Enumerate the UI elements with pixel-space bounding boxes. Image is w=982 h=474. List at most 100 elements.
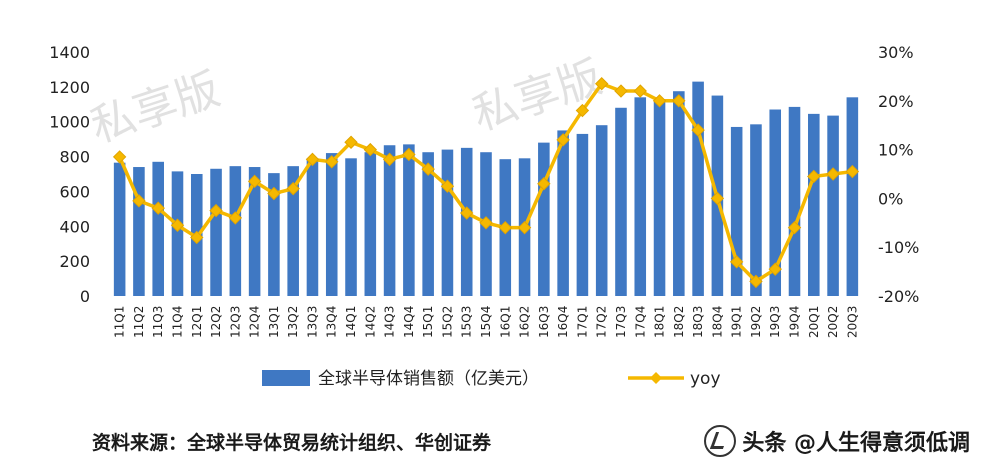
y-right-tick-label: 30%: [878, 43, 914, 62]
yoy-point: [556, 133, 570, 147]
yoy-point: [344, 135, 358, 149]
bar: [808, 113, 820, 296]
brand-logo-icon: [704, 425, 737, 457]
x-tick-label: 19Q4: [788, 306, 802, 338]
x-tick-label: 14Q2: [363, 306, 377, 338]
x-tick-label: 18Q3: [691, 306, 705, 338]
x-tick-label: 14Q1: [344, 306, 358, 338]
yoy-point: [826, 167, 840, 181]
x-tick-label: 11Q2: [132, 306, 146, 338]
x-tick-label: 11Q4: [170, 306, 184, 338]
bar: [692, 81, 704, 296]
y-right-tick-label: -20%: [878, 287, 919, 306]
y-left-tick-label: 600: [59, 182, 90, 201]
x-tick-label: 12Q1: [190, 306, 204, 338]
bar: [846, 97, 859, 296]
x-tick-label: 15Q4: [479, 306, 493, 338]
bar: [248, 167, 261, 296]
yoy-point: [209, 203, 223, 218]
yoy-point: [286, 181, 300, 196]
yoy-point: [749, 274, 763, 289]
bar: [653, 100, 666, 296]
x-tick-label: 20Q3: [845, 306, 859, 338]
bar: [364, 152, 377, 296]
source-note: 资料来源：全球半导体贸易统计组织、华创证券: [92, 432, 492, 454]
yoy-point: [498, 220, 512, 235]
x-tick-label: 20Q2: [826, 306, 840, 338]
x-tick-label: 13Q2: [286, 306, 300, 338]
yoy-point: [151, 201, 165, 215]
brand-text: 头条 @人生得意须低调: [742, 431, 970, 456]
yoy-point: [382, 152, 397, 167]
bar: [133, 167, 145, 296]
x-tick-label: 16Q4: [556, 306, 570, 338]
y-left-tick-label: 1200: [49, 78, 90, 97]
bar: [383, 145, 396, 296]
x-tick-label: 17Q3: [614, 306, 628, 338]
x-tick-label: 16Q2: [518, 306, 532, 338]
y-right-tick-label: 10%: [878, 141, 914, 160]
x-tick-label: 19Q2: [749, 306, 763, 338]
bar: [827, 115, 839, 296]
yoy-point: [132, 194, 146, 208]
bar: [171, 171, 184, 296]
x-tick-label: 12Q3: [228, 306, 242, 338]
x-tick-label: 14Q3: [383, 306, 397, 338]
x-tick-label: 16Q3: [537, 306, 551, 338]
x-tick-label: 15Q2: [440, 306, 454, 338]
yoy-point: [190, 230, 204, 245]
yoy-point: [594, 77, 609, 91]
yoy-point: [170, 218, 185, 232]
bar: [788, 106, 801, 297]
y-left-tick-label: 1000: [49, 113, 90, 132]
yoy-point: [402, 147, 416, 162]
yoy-point: [460, 206, 474, 220]
bar: [325, 153, 338, 296]
bar: [595, 125, 608, 296]
legend-label-bar: 全球半导体销售额（亿美元）: [318, 369, 539, 389]
yoy-point: [537, 177, 551, 191]
y-left-tick-label: 0: [80, 287, 90, 306]
yoy-point: [479, 216, 493, 230]
bar: [306, 158, 319, 296]
x-tick-label: 19Q3: [768, 306, 782, 338]
chart: 0 200 400 600 800 1000 1200 1400 -20% -10% 0% 10% 20…: [49, 43, 919, 389]
yoy-point: [325, 155, 339, 169]
y-right-tick-label: -10%: [878, 238, 919, 257]
yoy-point: [228, 211, 243, 225]
x-tick-label: 18Q2: [672, 306, 686, 338]
yoy-point: [614, 84, 628, 98]
x-tick-label: 12Q4: [248, 306, 262, 338]
y-left-tick-label: 800: [59, 148, 90, 167]
yoy-point: [652, 94, 667, 108]
bar: [345, 158, 357, 296]
yoy-point: [247, 174, 262, 189]
bar: [673, 91, 685, 296]
y-left-tick-label: 200: [59, 252, 90, 271]
x-tick-label: 14Q4: [402, 306, 416, 338]
yoy-point: [691, 123, 705, 137]
yoy-point: [305, 152, 320, 167]
x-tick-label: 11Q3: [151, 306, 165, 338]
y-right-tick-label: 20%: [878, 92, 914, 111]
yoy-point: [710, 191, 725, 206]
legend-marker-line: [650, 372, 662, 384]
x-tick-label: 17Q2: [595, 306, 609, 338]
bar: [557, 130, 569, 296]
yoy-point: [807, 169, 821, 184]
bar: [576, 133, 589, 296]
legend-label-line: yoy: [690, 369, 721, 389]
y-left-tick-label: 400: [59, 217, 90, 236]
bar: [210, 168, 222, 296]
bar: [730, 126, 743, 296]
x-tick-label: 15Q3: [460, 306, 474, 338]
yoy-point: [768, 262, 782, 276]
legend-swatch-bar: [262, 370, 310, 386]
yoy-point: [575, 103, 590, 118]
y-right-tick-label: 0%: [878, 189, 903, 208]
brand: 头条 @人生得意须低调: [704, 425, 970, 457]
x-tick-label: 13Q3: [305, 306, 319, 338]
bar: [750, 124, 762, 296]
yoy-point: [672, 94, 686, 108]
bar: [268, 173, 280, 296]
